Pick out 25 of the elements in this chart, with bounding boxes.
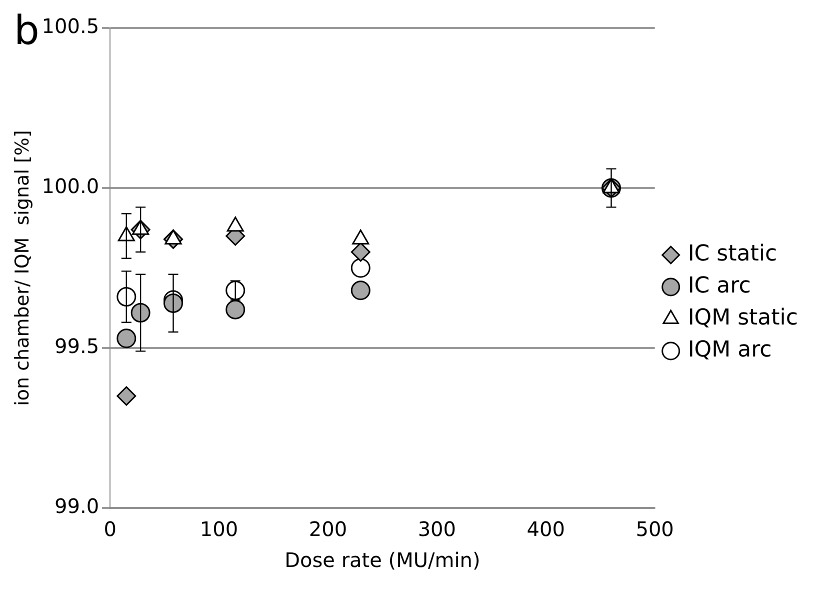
point xyxy=(116,328,136,348)
x-tick-label: 100 xyxy=(200,517,238,542)
x-tick-label: 400 xyxy=(526,517,565,542)
text: b xyxy=(14,8,40,54)
point xyxy=(116,287,136,307)
y-tick-label: 99.5 xyxy=(54,334,100,358)
x-tick-label: 300 xyxy=(418,517,456,542)
legend-label: IC static xyxy=(688,242,778,267)
y-tick-label: 100.0 xyxy=(42,174,100,198)
legend-label: IQM static xyxy=(688,306,798,331)
point xyxy=(350,280,370,300)
point xyxy=(350,258,370,278)
x-axis-title: Dose rate (MU/min) xyxy=(284,548,480,572)
point xyxy=(130,303,150,323)
y-axis-title: ion chamber/ IQM signal [%] xyxy=(11,130,34,406)
point xyxy=(116,386,136,406)
x-tick-label: 0 xyxy=(104,517,116,542)
point xyxy=(226,280,246,300)
legend-label: IC arc xyxy=(688,274,751,299)
y-tick-label: 100.5 xyxy=(42,14,100,38)
point xyxy=(226,300,246,320)
x-tick-label: 200 xyxy=(308,517,348,542)
x-tick-label: 500 xyxy=(636,517,674,542)
legend-label: IQM arc xyxy=(688,338,772,363)
y-tick-label: 99.0 xyxy=(54,494,100,518)
